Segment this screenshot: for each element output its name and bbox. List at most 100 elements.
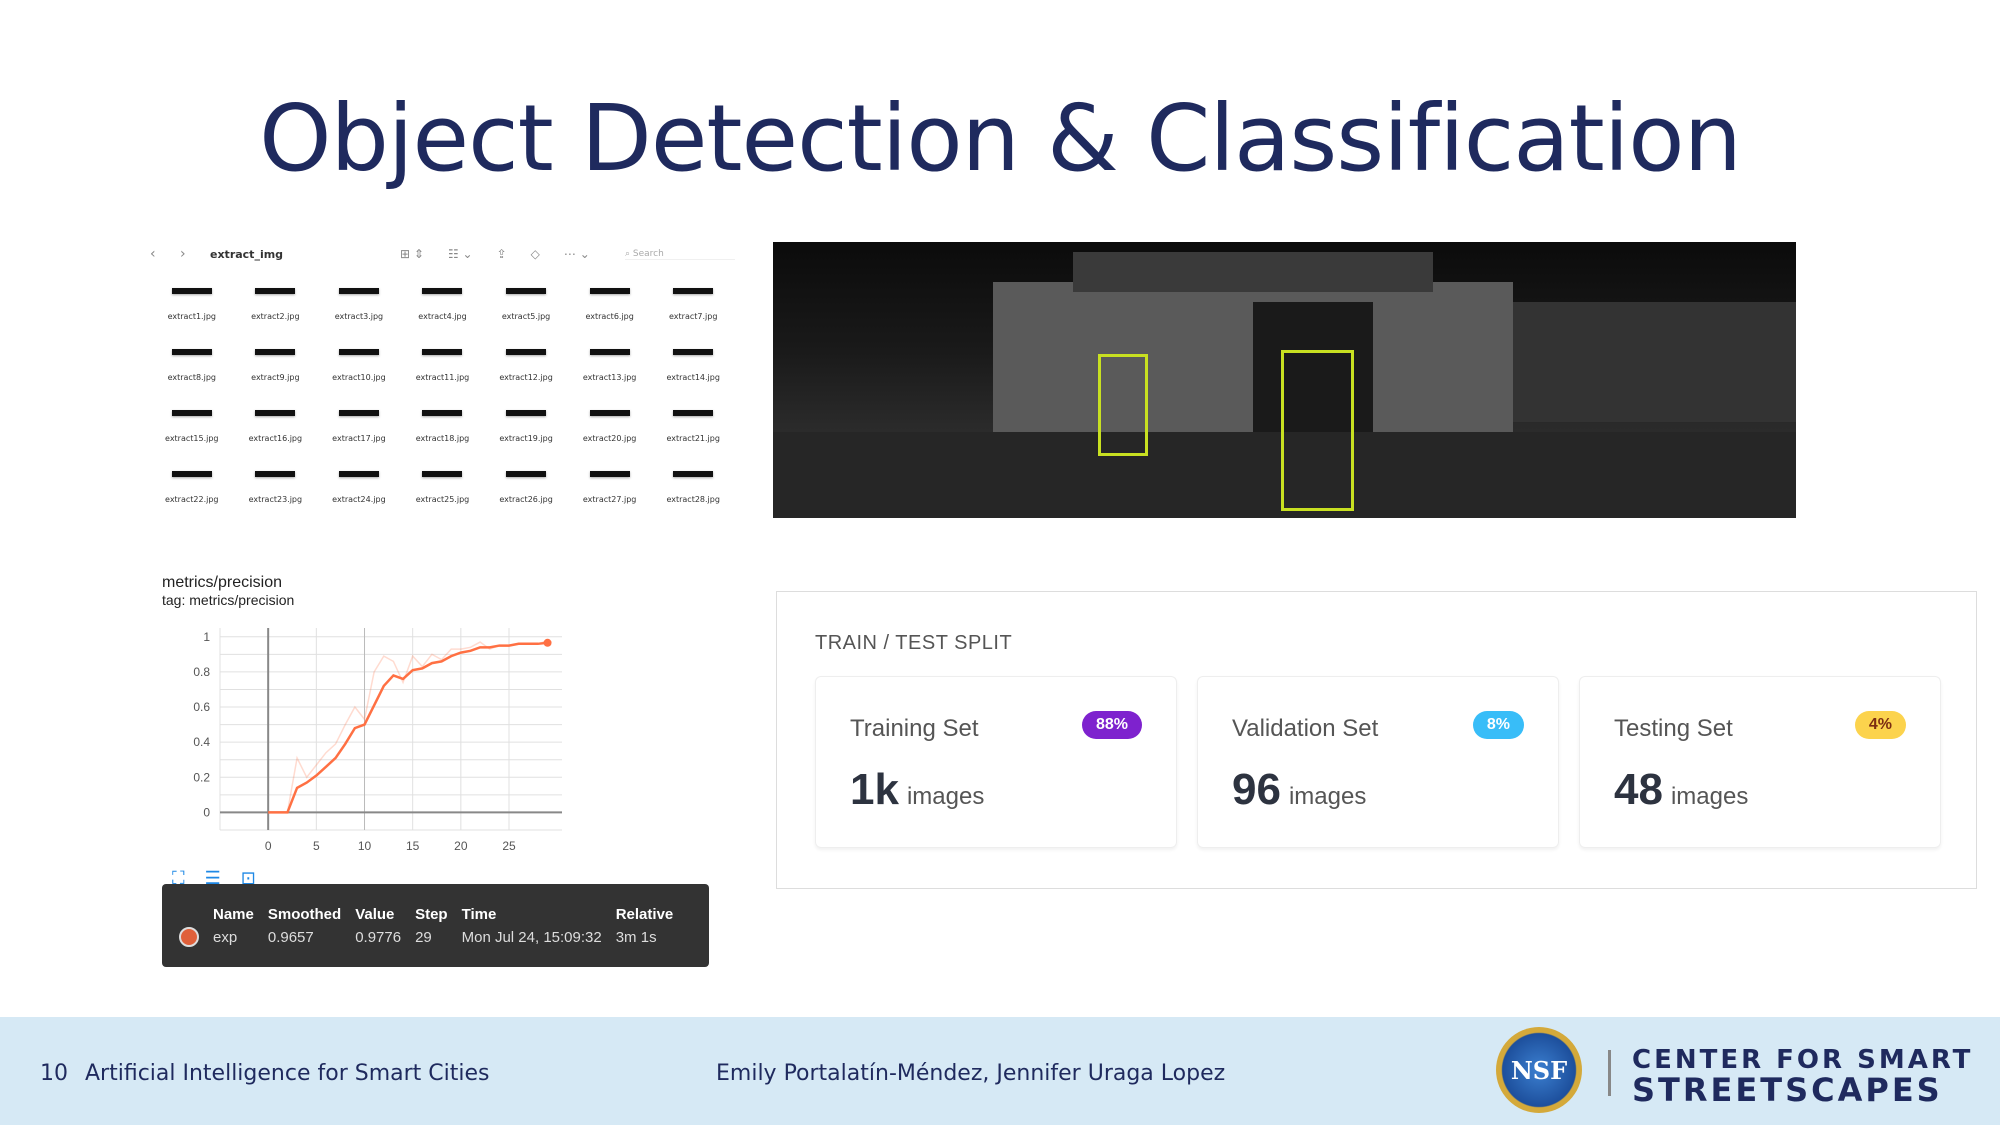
file-item[interactable]: extract10.jpg: [317, 341, 401, 382]
y-tick-label: 0: [203, 805, 210, 819]
cell: 3m 1s: [615, 928, 657, 946]
split-card: Validation Set 8% 96 images: [1197, 676, 1559, 848]
file-item[interactable]: extract20.jpg: [568, 402, 652, 443]
file-item[interactable]: extract7.jpg: [651, 280, 735, 321]
footer: 10 Artificial Intelligence for Smart Cit…: [0, 1017, 2000, 1125]
file-item[interactable]: extract11.jpg: [401, 341, 485, 382]
forward-icon[interactable]: ›: [180, 246, 186, 262]
folder-name: extract_img: [210, 247, 284, 261]
run-color-dot: [179, 927, 199, 947]
file-item[interactable]: extract5.jpg: [484, 280, 568, 321]
file-name: extract12.jpg: [499, 373, 553, 382]
file-thumbnail: [673, 410, 714, 416]
file-name: extract14.jpg: [666, 373, 720, 382]
search-input[interactable]: ⌕ Search: [625, 249, 735, 260]
card-label: Validation Set: [1232, 715, 1379, 742]
file-thumbnail: [506, 288, 547, 294]
file-name: extract21.jpg: [666, 434, 720, 443]
tag-icon[interactable]: ◇: [530, 247, 540, 261]
cell: 0.9776: [355, 928, 402, 946]
file-thumbnail: [255, 471, 296, 477]
share-icon[interactable]: ⇪: [496, 247, 507, 261]
file-item[interactable]: extract3.jpg: [317, 280, 401, 321]
search-icon: ⌕: [625, 248, 633, 259]
back-icon[interactable]: ‹: [150, 246, 156, 262]
file-item[interactable]: extract22.jpg: [150, 463, 234, 504]
file-thumbnail: [673, 288, 714, 294]
file-item[interactable]: extract23.jpg: [234, 463, 318, 504]
file-item[interactable]: extract16.jpg: [234, 402, 318, 443]
detection-box-person-1: [1098, 354, 1148, 456]
file-item[interactable]: extract6.jpg: [568, 280, 652, 321]
x-tick-label: 10: [358, 839, 372, 853]
file-name: extract23.jpg: [248, 495, 303, 504]
card-label: Training Set: [850, 715, 979, 742]
file-thumbnail: [422, 349, 463, 355]
nsf-logo: NSF: [1496, 1027, 1582, 1113]
file-thumbnail: [506, 471, 547, 477]
file-thumbnail: [589, 288, 630, 294]
chart-toolbar: ⛶ ☰ ⊡: [172, 868, 256, 889]
file-name: extract17.jpg: [332, 434, 386, 443]
split-card: Training Set 88% 1k images: [815, 676, 1177, 848]
file-item[interactable]: extract2.jpg: [234, 280, 318, 321]
file-item[interactable]: extract28.jpg: [651, 463, 735, 504]
toggle-log-icon[interactable]: ☰: [204, 868, 221, 888]
chart-title: metrics/precision: [162, 574, 283, 591]
file-item[interactable]: extract4.jpg: [401, 280, 485, 321]
file-item[interactable]: extract9.jpg: [234, 341, 318, 382]
cell: 0.9657: [267, 928, 314, 946]
series-line-raw: [268, 640, 548, 814]
file-item[interactable]: extract19.jpg: [484, 402, 568, 443]
file-item[interactable]: extract18.jpg: [401, 402, 485, 443]
col-name: Name: [213, 906, 254, 923]
file-item[interactable]: extract21.jpg: [651, 402, 735, 443]
fit-domain-icon[interactable]: ⊡: [240, 868, 256, 888]
chart-plot: 00.20.40.60.810 5 10 15 20 25: [193, 628, 562, 853]
group-icon[interactable]: ☷ ⌄: [447, 247, 473, 261]
y-tick-label: 0.8: [193, 665, 210, 679]
file-item[interactable]: extract26.jpg: [484, 463, 568, 504]
file-name: extract11.jpg: [415, 373, 470, 382]
page-number: 10: [40, 1061, 68, 1086]
file-thumbnail: [171, 471, 212, 477]
file-item[interactable]: extract14.jpg: [651, 341, 735, 382]
file-item[interactable]: extract17.jpg: [317, 402, 401, 443]
fullscreen-icon[interactable]: ⛶: [172, 868, 185, 888]
more-icon[interactable]: ⋯ ⌄: [563, 247, 590, 261]
file-item[interactable]: extract8.jpg: [150, 341, 234, 382]
file-name: extract7.jpg: [669, 312, 718, 321]
grid-view-icon[interactable]: ⊞ ⇕: [400, 247, 424, 261]
series-line-smoothed: [268, 641, 548, 814]
file-item[interactable]: extract13.jpg: [568, 341, 652, 382]
file-item[interactable]: extract1.jpg: [150, 280, 234, 321]
detection-box-person-2: [1281, 350, 1354, 511]
file-thumbnail: [255, 288, 296, 294]
slide-title: Object Detection & Classification: [259, 85, 1742, 192]
x-tick-label: 20: [454, 839, 468, 853]
cell: Mon Jul 24, 15:09:32: [461, 928, 602, 946]
train-test-split-panel: TRAIN / TEST SPLIT Training Set 88% 1k im…: [776, 591, 1977, 889]
percent-badge: 88%: [1081, 711, 1142, 739]
file-item[interactable]: extract12.jpg: [484, 341, 568, 382]
percent-badge: 8%: [1472, 711, 1524, 739]
file-name: extract13.jpg: [582, 373, 637, 382]
split-title: TRAIN / TEST SPLIT: [815, 632, 1013, 654]
x-tick-label: 5: [313, 839, 320, 853]
file-name: extract28.jpg: [666, 495, 720, 504]
file-name: extract2.jpg: [251, 312, 300, 321]
file-name: extract20.jpg: [582, 434, 637, 443]
file-item[interactable]: extract27.jpg: [568, 463, 652, 504]
file-thumbnail: [338, 349, 379, 355]
file-name: extract18.jpg: [415, 434, 470, 443]
cell: exp: [213, 928, 238, 946]
file-thumbnail: [673, 349, 714, 355]
file-thumbnail: [255, 349, 296, 355]
file-item[interactable]: extract15.jpg: [150, 402, 234, 443]
y-tick-label: 0.6: [193, 700, 210, 714]
file-item[interactable]: extract24.jpg: [317, 463, 401, 504]
cell: 29: [415, 928, 432, 946]
file-thumbnail: [422, 471, 463, 477]
file-item[interactable]: extract25.jpg: [401, 463, 485, 504]
file-name: extract25.jpg: [415, 495, 470, 504]
